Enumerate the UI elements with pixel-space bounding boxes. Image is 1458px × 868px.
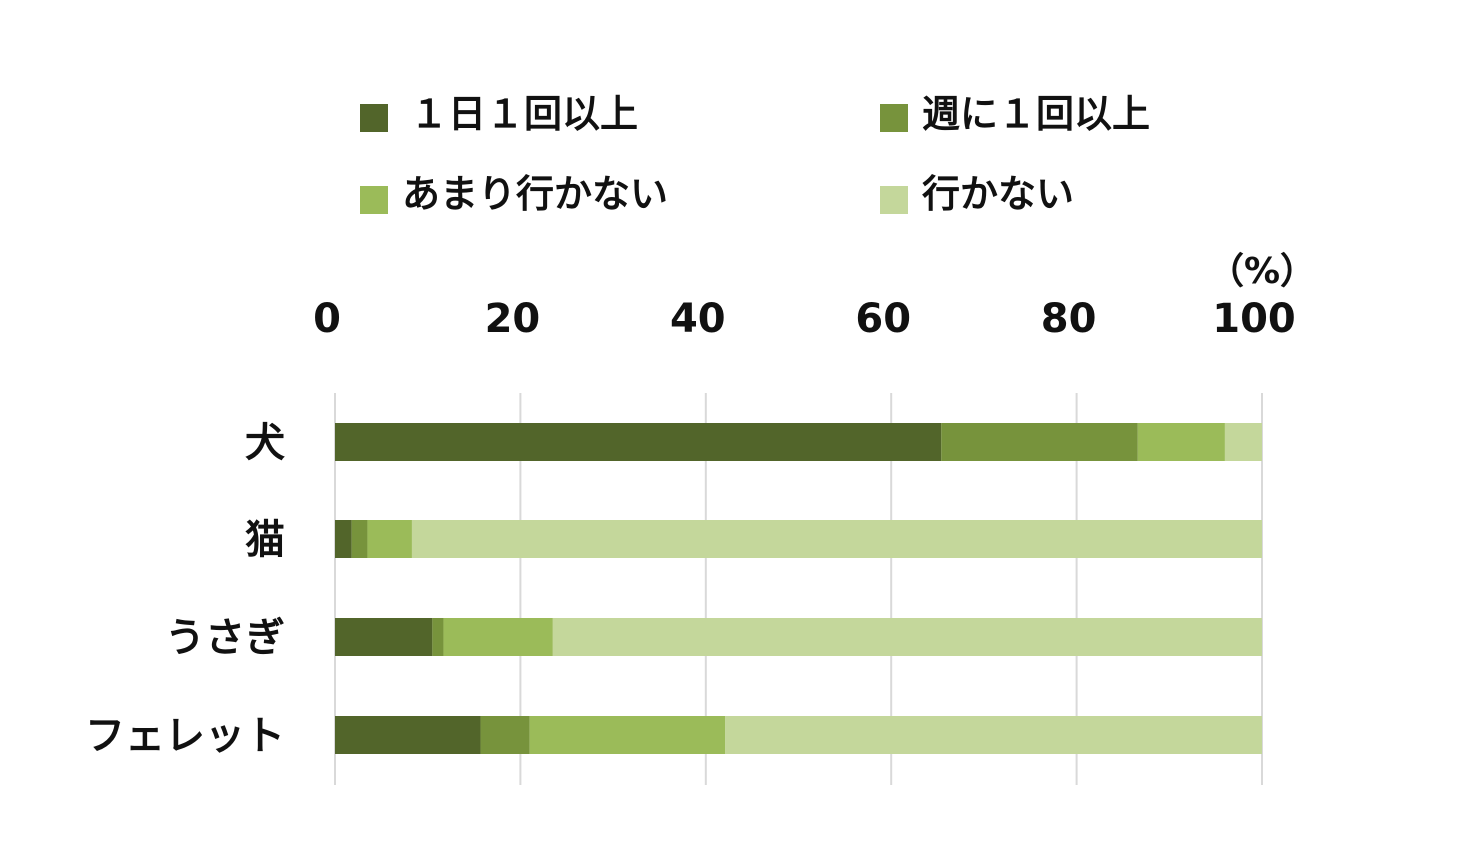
- bar-segment-3-0: [335, 716, 481, 754]
- x-axis-ticks: 0 20 40 60 80 100: [313, 296, 1296, 342]
- legend-label-daily: １日１回以上: [410, 92, 638, 136]
- x-tick-label-60: 60: [855, 296, 911, 342]
- unit-label: （%）: [1208, 251, 1316, 292]
- bar-segment-2-0: [335, 618, 433, 656]
- legend: １日１回以上 週に１回以上 あまり行かない 行かない: [360, 92, 1150, 216]
- bar-segment-1-0: [335, 520, 352, 558]
- x-tick-label-100: 100: [1212, 296, 1296, 342]
- x-tick-label-40: 40: [670, 296, 726, 342]
- bar-segment-1-1: [351, 520, 368, 558]
- bar-segment-3-3: [725, 716, 1262, 754]
- x-tick-label-0: 0: [313, 296, 341, 342]
- legend-swatch-rarely: [360, 186, 388, 214]
- legend-label-rarely: あまり行かない: [402, 172, 668, 216]
- bar-segment-0-3: [1224, 423, 1262, 461]
- x-tick-label-80: 80: [1041, 296, 1097, 342]
- legend-label-weekly: 週に１回以上: [922, 92, 1150, 136]
- bar-segment-0-2: [1137, 423, 1225, 461]
- legend-swatch-daily: [360, 104, 388, 132]
- bar-segment-3-2: [529, 716, 726, 754]
- bar-segment-0-1: [941, 423, 1138, 461]
- legend-swatch-never: [880, 186, 908, 214]
- bar-segment-2-1: [432, 618, 444, 656]
- category-label-1: 猫: [245, 517, 285, 563]
- category-label-2: うさぎ: [165, 615, 285, 661]
- category-label-3: フェレット: [85, 713, 285, 759]
- bar-segment-0-0: [335, 423, 942, 461]
- bar-segment-2-3: [552, 618, 1262, 656]
- legend-label-never: 行かない: [922, 172, 1074, 216]
- bars: [335, 423, 1262, 754]
- category-label-0: 犬: [245, 420, 285, 466]
- bar-segment-3-1: [480, 716, 530, 754]
- x-tick-label-20: 20: [485, 296, 541, 342]
- bar-segment-1-2: [367, 520, 412, 558]
- legend-swatch-weekly: [880, 104, 908, 132]
- bar-segment-1-3: [411, 520, 1262, 558]
- bar-segment-2-2: [443, 618, 553, 656]
